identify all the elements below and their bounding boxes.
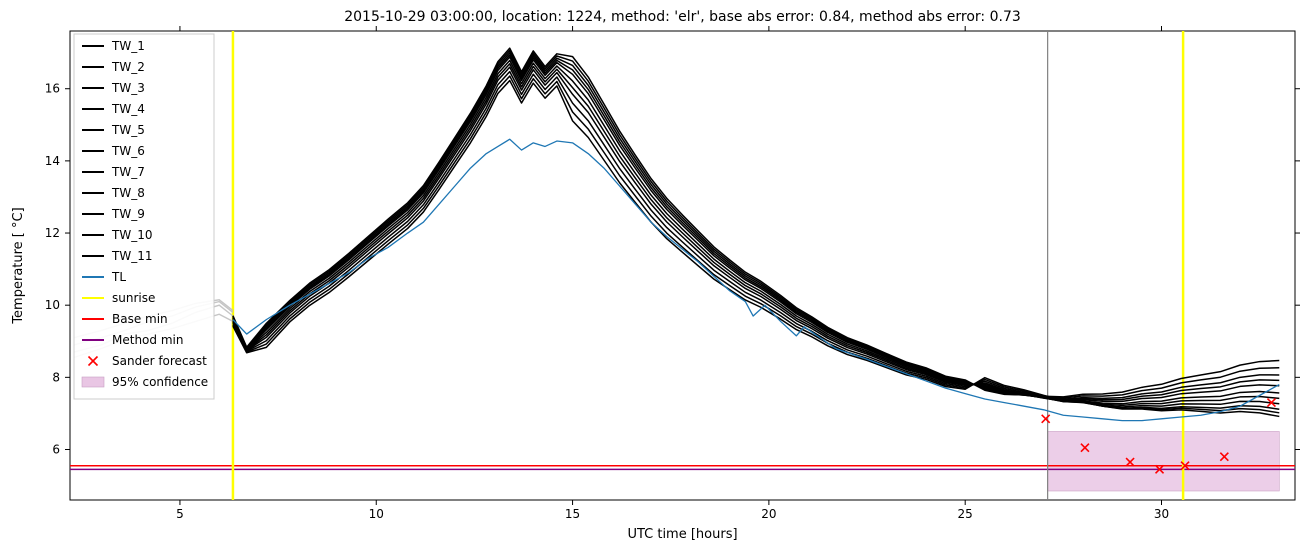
legend-label: TL — [111, 270, 126, 284]
chart-title: 2015-10-29 03:00:00, location: 1224, met… — [344, 9, 1021, 25]
legend-label: TW_11 — [111, 249, 152, 263]
xtick-label: 5 — [176, 507, 184, 521]
legend-label: TW_10 — [111, 228, 152, 242]
xtick-label: 20 — [761, 507, 776, 521]
ylabel: Temperature [ °C] — [11, 207, 26, 324]
legend-label: TW_5 — [111, 123, 145, 137]
legend-label: TW_3 — [111, 81, 145, 95]
legend-label: TW_8 — [111, 186, 145, 200]
legend-swatch — [82, 377, 104, 387]
ytick-label: 10 — [45, 298, 60, 312]
xtick-label: 25 — [958, 507, 973, 521]
legend-label: Sander forecast — [112, 354, 207, 368]
legend-label: TW_2 — [111, 60, 145, 74]
legend-label: Base min — [112, 312, 168, 326]
ytick-label: 12 — [45, 226, 60, 240]
xtick-label: 15 — [565, 507, 580, 521]
legend-label: TW_9 — [111, 207, 145, 221]
xtick-label: 10 — [369, 507, 384, 521]
legend-label: sunrise — [112, 291, 155, 305]
legend-label: TW_4 — [111, 102, 145, 116]
confidence-band — [1048, 431, 1280, 491]
legend-label: TW_7 — [111, 165, 145, 179]
legend-label: TW_1 — [111, 39, 145, 53]
xtick-label: 30 — [1154, 507, 1169, 521]
legend-label: Method min — [112, 333, 183, 347]
ytick-label: 8 — [52, 370, 60, 384]
legend-label: TW_6 — [111, 144, 145, 158]
ytick-label: 6 — [52, 442, 60, 456]
legend-label: 95% confidence — [112, 375, 208, 389]
ytick-label: 14 — [45, 154, 60, 168]
ytick-label: 16 — [45, 82, 60, 96]
temperature-chart: 5 10 15 20 25 30 6 8 10 12 14 16 UTC time [hours] Tem… — [0, 0, 1311, 547]
xlabel: UTC time [hours] — [627, 527, 737, 542]
